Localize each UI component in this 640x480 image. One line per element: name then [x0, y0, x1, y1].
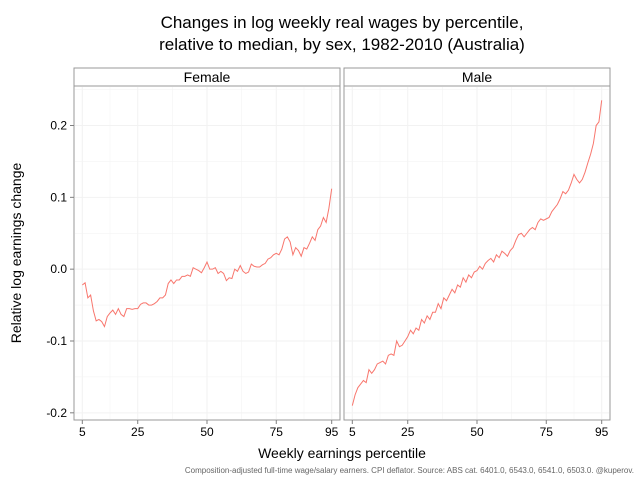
y-tick-label: 0.1 [50, 190, 67, 204]
x-tick-label: 25 [131, 425, 145, 439]
x-axis-title: Weekly earnings percentile [258, 445, 426, 461]
x-tick-label: 50 [200, 425, 214, 439]
x-tick-label: 95 [325, 425, 339, 439]
chart-title-line-2: relative to median, by sex, 1982-2010 (A… [159, 35, 525, 54]
y-axis-title: Relative log earnings change [8, 163, 24, 344]
x-tick-label: 5 [79, 425, 86, 439]
male-series-line [351, 100, 603, 406]
x-tick-label: 95 [595, 425, 609, 439]
x-axis-female: 5 25 50 75 95 [79, 420, 339, 439]
y-tick-label: 0.2 [50, 119, 67, 133]
panel-male-grid [345, 87, 609, 419]
y-axis: -0.2 -0.1 0.0 0.1 0.2 [46, 119, 74, 420]
panel-female-strip-label: Female [184, 69, 231, 85]
x-tick-label: 75 [540, 425, 554, 439]
y-tick-label: -0.2 [46, 406, 67, 420]
panel-female: Female [73, 67, 341, 421]
x-tick-label: 50 [470, 425, 484, 439]
panel-female-grid [75, 87, 339, 419]
source-caption: Composition-adjusted full-time wage/sala… [185, 466, 634, 475]
panel-male-strip-label: Male [462, 69, 493, 85]
x-tick-label: 25 [401, 425, 415, 439]
panel-male: Male [343, 67, 611, 421]
x-axis-male: 5 25 50 75 95 [349, 420, 609, 439]
x-tick-label: 75 [270, 425, 284, 439]
chart-title-line-1: Changes in log weekly real wages by perc… [161, 13, 524, 32]
female-series-line [82, 188, 333, 328]
x-tick-label: 5 [349, 425, 356, 439]
y-tick-label: -0.1 [46, 334, 67, 348]
y-tick-label: 0.0 [50, 262, 67, 276]
